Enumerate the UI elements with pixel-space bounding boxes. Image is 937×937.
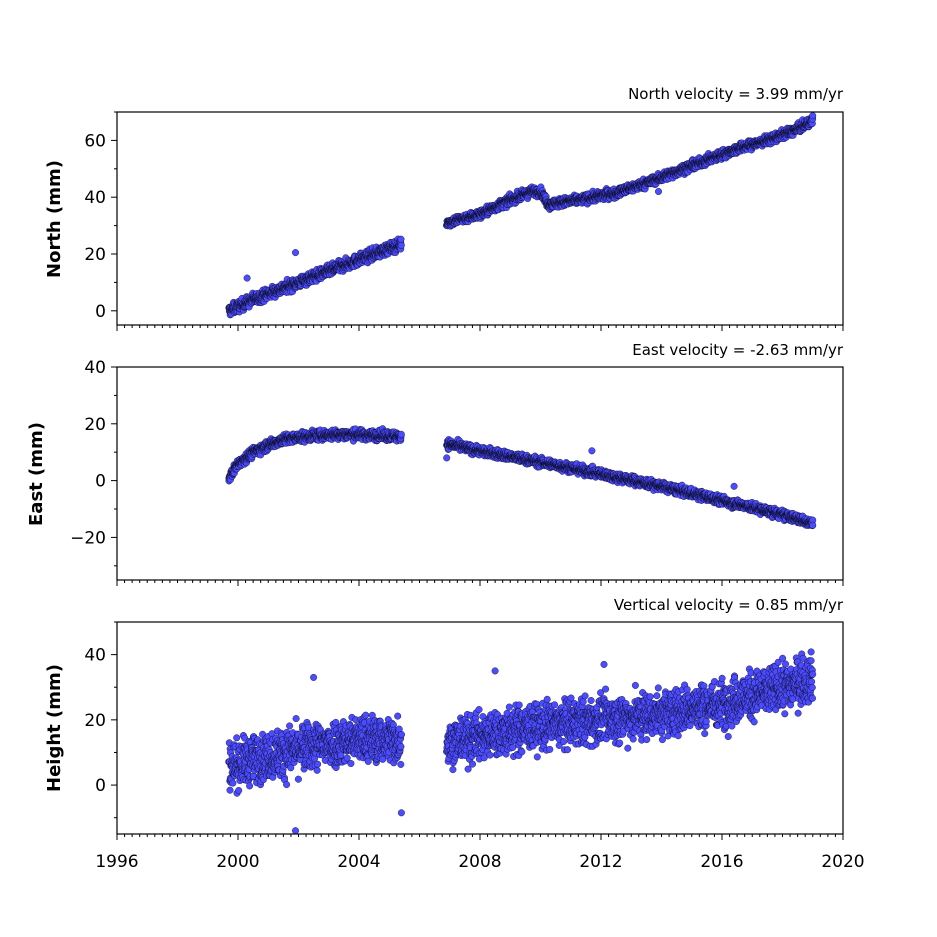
east-data-point — [397, 430, 405, 438]
north-axis-label: North (mm) — [44, 160, 65, 278]
north-data-point — [809, 112, 817, 120]
east-data-points — [225, 425, 817, 530]
north-panel-title: North velocity = 3.99 mm/yr — [628, 85, 844, 103]
north-y-tick-label: 0 — [95, 302, 106, 322]
north-panel: North velocity = 3.99 mm/yr North (mm) 0… — [44, 85, 844, 331]
east-panel-title: East velocity = -2.63 mm/yr — [632, 341, 844, 359]
north-y-tick-label: 60 — [84, 131, 106, 151]
north-y-tick-label: 40 — [84, 188, 106, 208]
north-y-tick-label: 20 — [84, 245, 106, 265]
north-outlier-point — [243, 274, 251, 282]
north-data-point — [397, 235, 405, 243]
north-outlier-point — [655, 188, 662, 195]
east-panel: East velocity = -2.63 mm/yr East (mm) −2… — [26, 341, 844, 586]
north-outlier-point — [292, 249, 299, 257]
north-data-point — [397, 241, 405, 249]
north-data-points — [225, 112, 817, 319]
east-axis-label: East (mm) — [26, 422, 47, 526]
